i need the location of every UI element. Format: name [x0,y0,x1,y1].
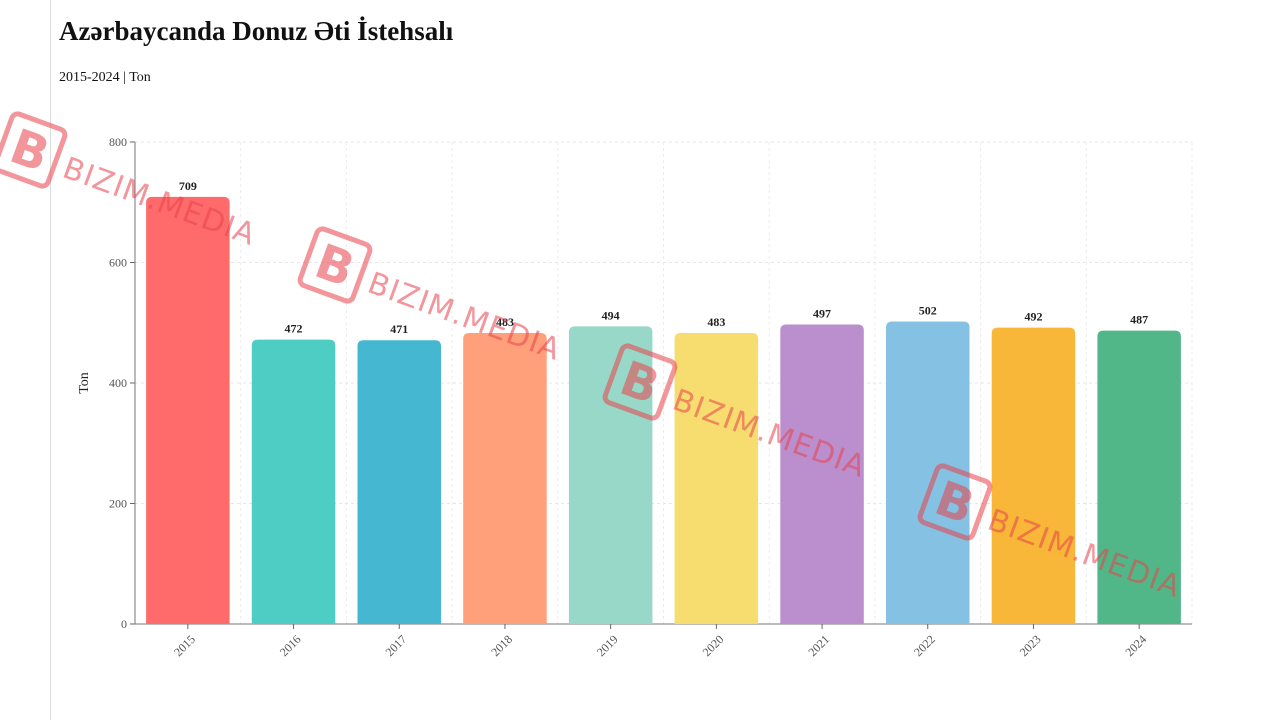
bar-2024[interactable] [1097,330,1181,624]
chart-subtitle: 2015-2024 | Ton [59,70,151,85]
y-tick-label: 400 [109,376,127,390]
left-border-line [50,0,51,720]
x-tick-label: 2018 [488,632,515,659]
y-tick-label: 0 [121,617,127,631]
bar-2020[interactable] [674,332,759,624]
bar-2022[interactable] [885,321,970,624]
x-tick-label: 2022 [911,632,938,659]
bar-2018[interactable] [463,332,547,624]
data-label: 471 [390,322,408,336]
x-tick-label: 2015 [171,632,198,659]
data-labels: 709 472 471 483 494 483 497 502 492 487 [179,179,1148,336]
data-label: 487 [1130,313,1148,327]
bar-2023[interactable] [991,327,1076,624]
x-tick-label: 2020 [700,632,727,659]
x-tick-label: 2023 [1017,632,1044,659]
x-tick-label: 2021 [805,632,832,659]
x-tick-label: 2016 [277,632,304,659]
y-tick-label: 600 [109,256,127,270]
bars [146,196,1181,624]
y-axis-title: Ton [77,372,92,394]
watermark-badge [297,226,373,304]
data-label: 497 [813,307,831,321]
bar-2015[interactable] [146,196,230,624]
bar-2017[interactable] [357,340,442,624]
data-label: 494 [602,308,620,322]
x-tick-label: 2024 [1122,632,1149,659]
data-label: 492 [1024,310,1042,324]
y-tick-label: 800 [109,135,127,149]
x-tick-label: 2019 [594,632,621,659]
y-tick-label: 200 [109,497,127,511]
data-label: 502 [919,304,937,318]
data-label: 483 [496,315,514,329]
data-label: 483 [707,315,725,329]
chart-title: Azərbaycanda Donuz Əti İstehsalı [59,16,454,46]
x-tick-label: 2017 [383,632,410,659]
data-label: 472 [285,322,303,336]
watermark-letter: B [3,118,57,183]
data-label: 709 [179,179,197,193]
bar-2021[interactable] [780,324,864,624]
bar-2016[interactable] [251,339,336,624]
watermark-letter: B [308,233,362,298]
watermark-badge [0,111,68,189]
bar-2019[interactable] [568,326,653,624]
